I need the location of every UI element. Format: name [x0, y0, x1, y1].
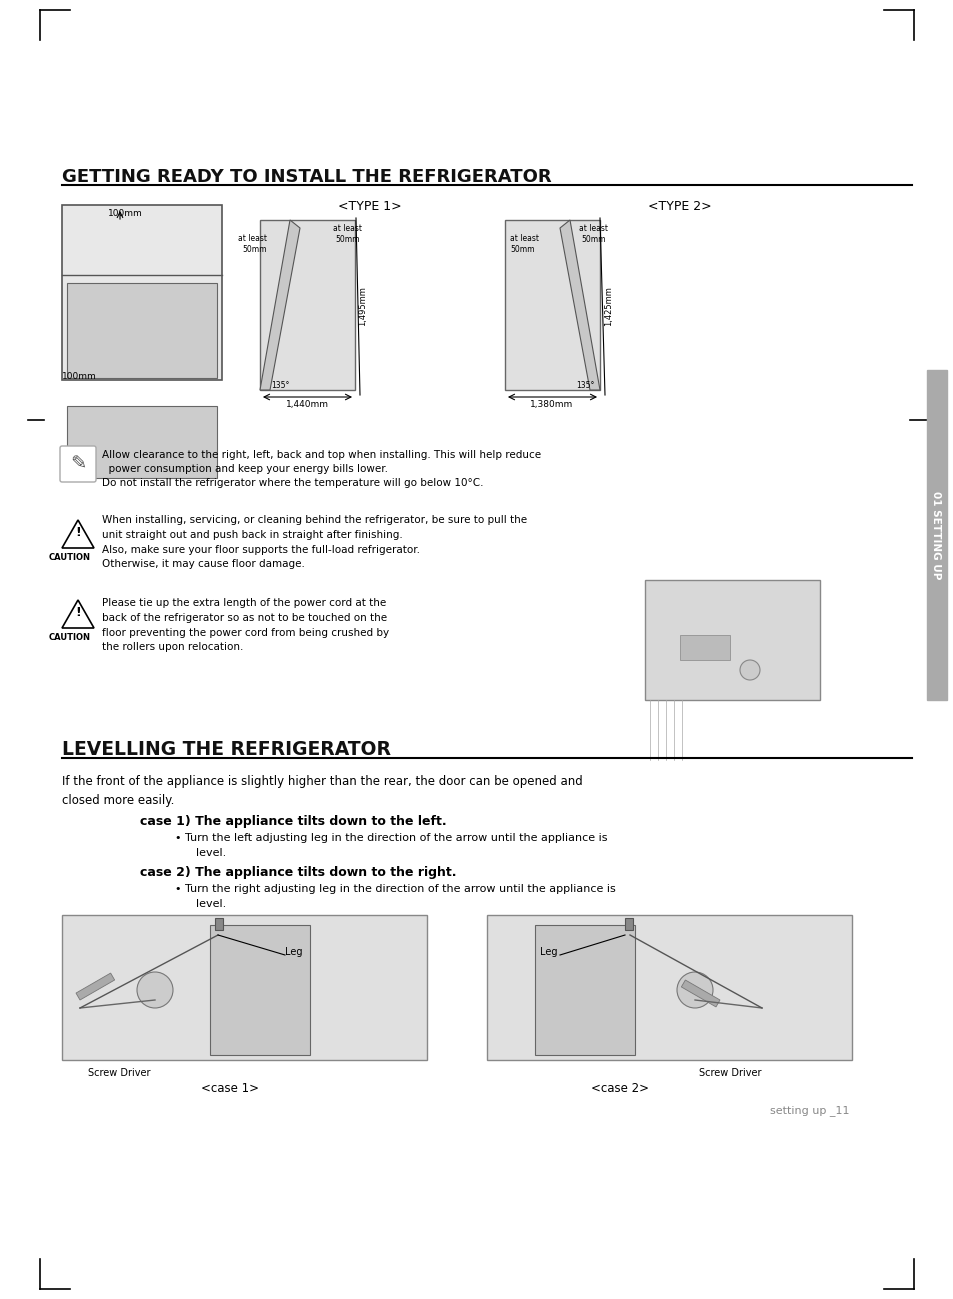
Text: • Turn the right adjusting leg in the direction of the arrow until the appliance: • Turn the right adjusting leg in the di… [174, 885, 615, 909]
Polygon shape [260, 220, 299, 390]
Text: Do not install the refrigerator where the temperature will go below 10°C.: Do not install the refrigerator where th… [102, 478, 483, 488]
Text: <case 1>: <case 1> [201, 1082, 258, 1095]
Bar [926, 370, 946, 700]
Text: 1,425mm: 1,425mm [603, 286, 613, 326]
Circle shape [137, 972, 172, 1008]
Circle shape [740, 660, 760, 679]
Text: 135°: 135° [576, 381, 594, 390]
Bar [210, 925, 310, 1055]
Text: case 2) The appliance tilts down to the right.: case 2) The appliance tilts down to the … [140, 866, 456, 879]
Text: <TYPE 1>: <TYPE 1> [337, 200, 401, 213]
Bar [535, 925, 635, 1055]
Polygon shape [62, 520, 94, 548]
Text: at least
50mm: at least 50mm [510, 234, 538, 253]
Text: 100mm: 100mm [108, 209, 143, 217]
Bar [260, 220, 355, 390]
Text: at least
50mm: at least 50mm [578, 225, 608, 244]
Text: 1,380mm: 1,380mm [530, 400, 573, 409]
Bar [680, 979, 720, 1007]
Text: 100mm: 100mm [62, 372, 96, 381]
Bar [644, 579, 820, 700]
Text: • Turn the left adjusting leg in the direction of the arrow until the appliance : • Turn the left adjusting leg in the dir… [174, 833, 607, 857]
Bar [504, 220, 599, 390]
Text: 1,495mm: 1,495mm [357, 286, 367, 326]
Text: !: ! [75, 526, 81, 539]
Bar [67, 407, 216, 478]
Bar [624, 918, 633, 930]
Polygon shape [62, 600, 94, 627]
Text: case 1) The appliance tilts down to the left.: case 1) The appliance tilts down to the … [140, 814, 446, 827]
Text: <TYPE 2>: <TYPE 2> [647, 200, 711, 213]
Bar [214, 918, 223, 930]
Text: setting up _11: setting up _11 [770, 1105, 849, 1116]
Text: at least
50mm: at least 50mm [237, 234, 267, 253]
Text: Leg: Leg [540, 947, 558, 957]
Text: 1,440mm: 1,440mm [285, 400, 328, 409]
Text: GETTING READY TO INSTALL THE REFRIGERATOR: GETTING READY TO INSTALL THE REFRIGERATO… [62, 168, 551, 186]
Bar [67, 283, 216, 378]
Text: Allow clearance to the right, left, back and top when installing. This will help: Allow clearance to the right, left, back… [102, 449, 540, 474]
Bar [76, 973, 114, 1000]
Text: If the front of the appliance is slightly higher than the rear, the door can be : If the front of the appliance is slightl… [62, 776, 582, 807]
Bar [62, 914, 427, 1060]
Text: ✎: ✎ [70, 455, 86, 474]
Text: <case 2>: <case 2> [590, 1082, 648, 1095]
Polygon shape [559, 220, 599, 390]
Text: Screw Driver: Screw Driver [88, 1068, 151, 1078]
Text: Leg: Leg [285, 947, 302, 957]
Text: Please tie up the extra length of the power cord at the
back of the refrigerator: Please tie up the extra length of the po… [102, 598, 389, 652]
Text: Screw Driver: Screw Driver [699, 1068, 761, 1078]
Text: CAUTION: CAUTION [49, 553, 91, 562]
Text: 135°: 135° [271, 381, 289, 390]
Text: !: ! [75, 605, 81, 618]
Text: When installing, servicing, or cleaning behind the refrigerator, be sure to pull: When installing, servicing, or cleaning … [102, 514, 527, 569]
Bar [62, 205, 222, 381]
Bar [486, 914, 851, 1060]
Text: LEVELLING THE REFRIGERATOR: LEVELLING THE REFRIGERATOR [62, 740, 391, 759]
Bar [679, 635, 729, 660]
Text: 01 SETTING UP: 01 SETTING UP [930, 491, 940, 579]
FancyBboxPatch shape [60, 446, 96, 482]
Text: at least
50mm: at least 50mm [334, 225, 362, 244]
Text: CAUTION: CAUTION [49, 633, 91, 642]
Circle shape [677, 972, 712, 1008]
